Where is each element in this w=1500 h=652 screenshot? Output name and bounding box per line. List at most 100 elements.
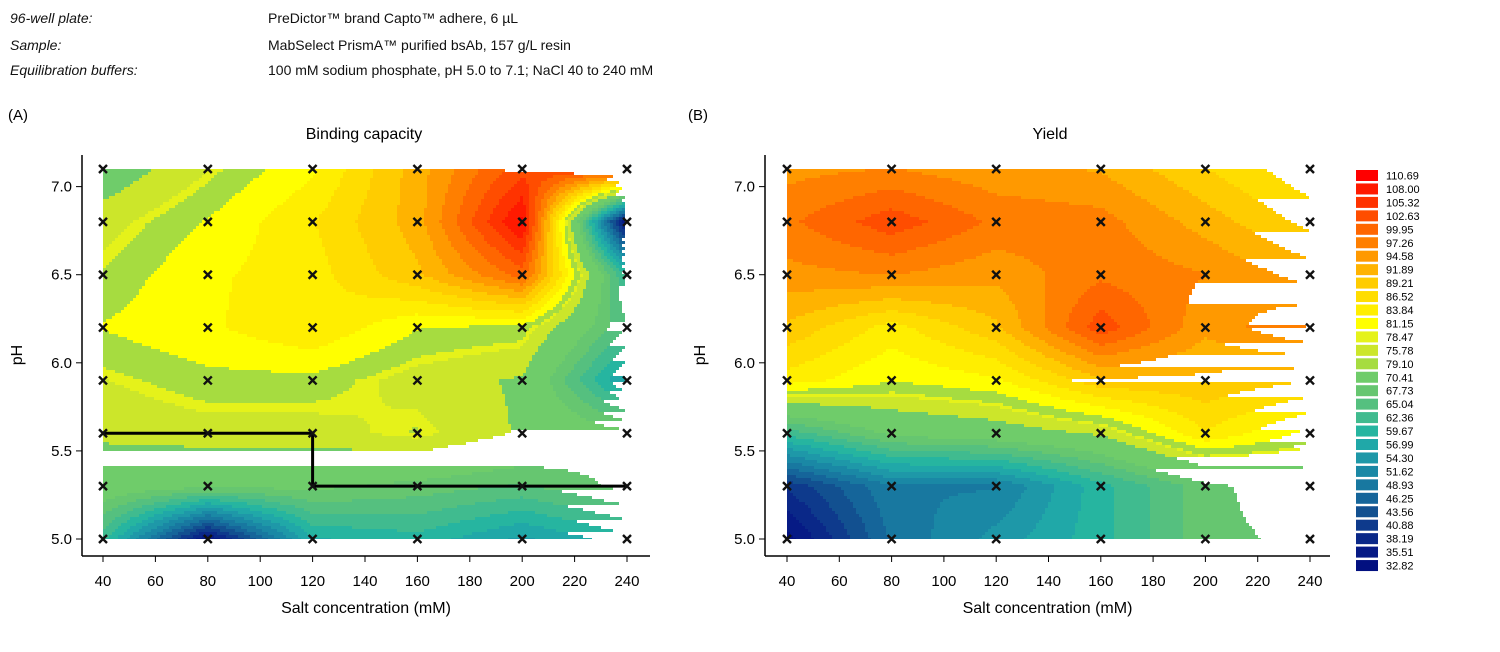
contour-cell — [130, 241, 181, 244]
contour-cell — [571, 298, 580, 301]
contour-cell — [451, 178, 472, 181]
contour-cell — [1195, 421, 1222, 424]
contour-cell — [553, 307, 562, 310]
contour-cell — [1150, 511, 1183, 514]
contour-cell — [1114, 529, 1150, 532]
contour-cell — [469, 241, 487, 244]
contour-cell — [787, 337, 805, 340]
contour-cell — [1132, 433, 1156, 436]
contour-cell — [550, 379, 565, 382]
contour-cell — [109, 523, 121, 526]
contour-cell — [523, 199, 529, 202]
contour-cell — [496, 178, 520, 181]
contour-cell — [859, 514, 880, 517]
contour-cell — [544, 229, 550, 232]
contour-cell — [367, 193, 400, 196]
contour-cell — [613, 223, 616, 226]
contour-cell — [565, 214, 568, 217]
contour-cell — [574, 235, 583, 238]
contour-cell — [871, 226, 913, 229]
contour-cell — [478, 229, 496, 232]
contour-cell — [619, 226, 622, 229]
contour-cell — [316, 226, 358, 229]
contour-cell — [565, 190, 574, 193]
contour-cell — [787, 397, 919, 400]
x-tick-label: 240 — [1297, 573, 1322, 590]
contour-cell — [508, 409, 571, 412]
contour-cell — [991, 316, 1018, 319]
contour-cell — [571, 295, 583, 298]
contour-cell — [934, 517, 1003, 520]
contour-cell — [568, 208, 574, 211]
contour-cell — [490, 214, 508, 217]
contour-cell — [367, 376, 388, 379]
contour-cell — [154, 271, 238, 274]
contour-cell — [565, 382, 583, 385]
contour-cell — [565, 238, 568, 241]
contour-cell — [1252, 196, 1309, 199]
contour-cell — [607, 229, 613, 232]
contour-cell — [427, 511, 508, 514]
contour-cell — [373, 262, 418, 265]
contour-cell — [532, 226, 538, 229]
contour-cell — [787, 385, 853, 388]
contour-cell — [124, 247, 175, 250]
contour-cell — [811, 334, 859, 337]
contour-cell — [133, 532, 145, 535]
contour-cell — [148, 277, 232, 280]
contour-cell — [1018, 316, 1045, 319]
contour-cell — [610, 283, 619, 286]
contour-cell — [424, 208, 442, 211]
contour-cell — [970, 451, 1042, 454]
contour-cell — [241, 265, 331, 268]
contour-cell — [520, 283, 523, 286]
contour-cell — [478, 172, 502, 175]
contour-cell — [787, 304, 838, 307]
contour-cell — [427, 301, 496, 304]
contour-cell — [103, 403, 175, 406]
contour-cell — [514, 232, 523, 235]
contour-cell — [1210, 205, 1267, 208]
contour-cell — [787, 412, 928, 415]
contour-cell — [934, 526, 991, 529]
contour-cell — [568, 217, 574, 220]
contour-cell — [118, 253, 169, 256]
contour-cell — [1051, 370, 1081, 373]
contour-cell — [451, 244, 472, 247]
contour-cell — [1144, 307, 1186, 310]
contour-cell — [328, 262, 373, 265]
contour-cell — [808, 484, 835, 487]
contour-cell — [322, 238, 364, 241]
contour-cell — [592, 343, 610, 346]
contour-cell — [550, 229, 553, 232]
contour-cell — [808, 451, 838, 454]
legend-label: 56.99 — [1386, 440, 1414, 452]
contour-cell — [529, 223, 535, 226]
contour-cell — [328, 256, 370, 259]
contour-cell — [985, 313, 1018, 316]
contour-cell — [145, 223, 199, 226]
contour-cell — [1033, 529, 1075, 532]
contour-cell — [997, 358, 1024, 361]
contour-cell — [427, 190, 448, 193]
contour-cell — [508, 415, 580, 418]
contour-cell — [499, 199, 520, 202]
contour-cell — [1111, 427, 1117, 430]
contour-cell — [400, 181, 427, 184]
contour-cell — [166, 532, 178, 535]
contour-cell — [862, 520, 883, 523]
contour-cell — [577, 286, 586, 289]
contour-cell — [577, 259, 580, 262]
contour-cell — [544, 223, 550, 226]
contour-cell — [604, 214, 610, 217]
contour-cell — [334, 340, 397, 343]
contour-cell — [535, 214, 538, 217]
contour-cell — [505, 217, 520, 220]
contour-cell — [610, 274, 616, 277]
contour-cell — [586, 331, 604, 334]
contour-cell — [997, 487, 1027, 490]
contour-cell — [1099, 376, 1138, 379]
contour-cell — [457, 214, 475, 217]
contour-cell — [568, 286, 574, 289]
contour-cell — [1069, 472, 1102, 475]
